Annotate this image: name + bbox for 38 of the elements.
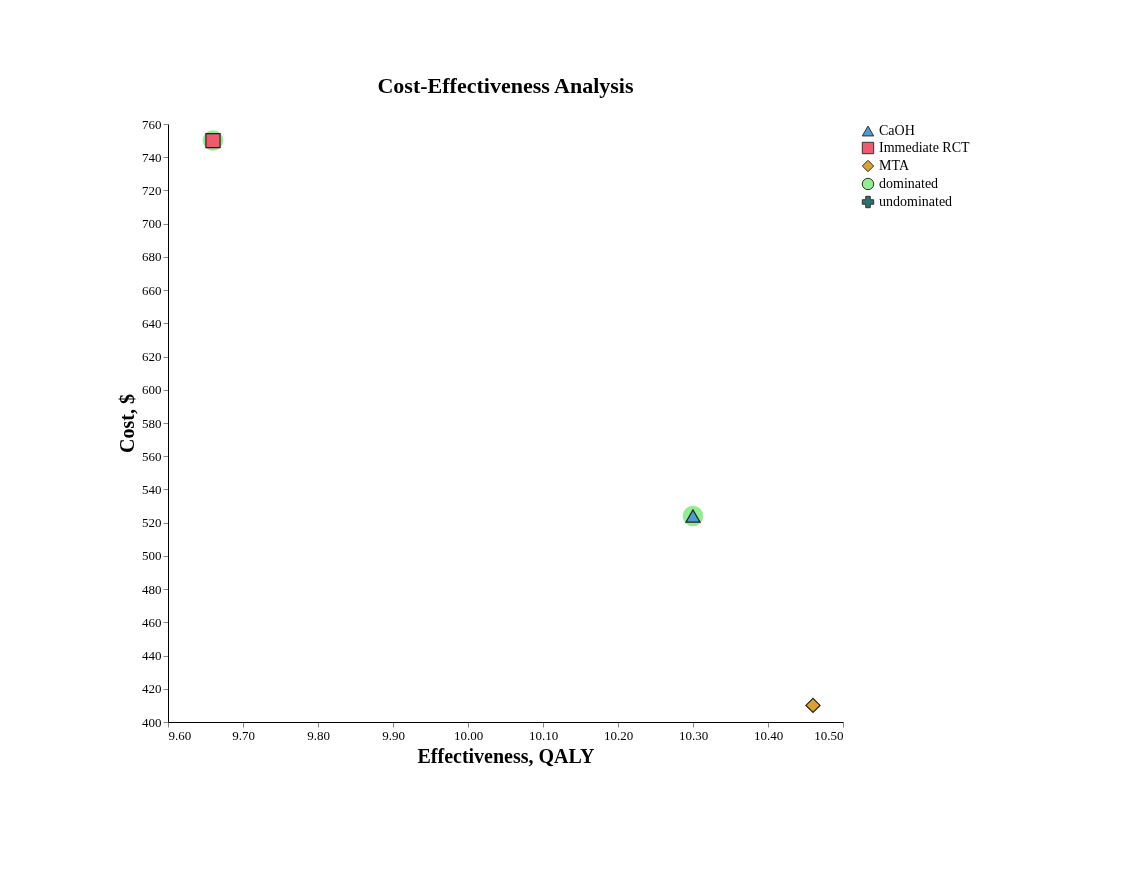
y-tick-label: 760 xyxy=(142,116,162,132)
y-axis-title: Cost, $ xyxy=(116,394,138,453)
y-tick-label: 400 xyxy=(142,714,162,730)
y-tick-label: 560 xyxy=(142,448,162,464)
x-tick-label: 10.40 xyxy=(753,727,784,743)
x-axis-title: Effectiveness, QALY xyxy=(417,744,596,767)
x-tick-label: 9.80 xyxy=(307,727,330,743)
y-tick-label: 540 xyxy=(142,481,162,497)
y-tick-label: 580 xyxy=(142,415,162,431)
x-tick-label: 9.90 xyxy=(382,727,405,743)
y-tick-label: 620 xyxy=(142,349,162,365)
y-tick-label: 460 xyxy=(142,614,162,630)
y-tick-label: 720 xyxy=(142,182,162,198)
y-tick-label: 420 xyxy=(142,681,162,697)
legend-label: CaOH xyxy=(879,123,915,138)
legend-label: dominated xyxy=(879,176,939,191)
y-tick-label: 640 xyxy=(142,315,162,331)
x-tick-label: 10.00 xyxy=(453,727,484,743)
legend-label: undominated xyxy=(879,194,953,209)
y-tick-label: 660 xyxy=(142,282,162,298)
y-tick-label: 520 xyxy=(142,515,162,531)
x-tick-label: 10.20 xyxy=(603,727,634,743)
point xyxy=(805,697,821,714)
y-tick-label: 700 xyxy=(142,216,162,232)
y-tick-label: 480 xyxy=(142,581,162,597)
legend-label: Immediate RCT xyxy=(879,140,971,155)
y-tick-label: 740 xyxy=(142,149,162,165)
x-tick-label: 9.60 xyxy=(168,727,192,743)
x-tick-label: 9.70 xyxy=(232,727,255,743)
y-tick-label: 600 xyxy=(142,382,162,398)
x-tick-label: 10.50 xyxy=(814,727,844,743)
x-tick-label: 10.30 xyxy=(678,727,709,743)
chart-title: Cost-Effectiveness Analysis xyxy=(377,73,634,98)
y-tick-label: 680 xyxy=(142,249,162,265)
x-tick-label: 10.10 xyxy=(528,727,559,743)
legend-label: MTA xyxy=(879,158,910,173)
y-tick-label: 440 xyxy=(142,648,162,664)
y-tick-label: 500 xyxy=(142,548,162,564)
